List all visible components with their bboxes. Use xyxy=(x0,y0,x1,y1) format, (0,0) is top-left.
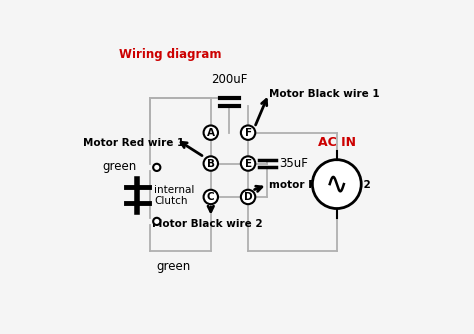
Circle shape xyxy=(203,190,218,204)
Text: AC IN: AC IN xyxy=(318,137,356,149)
Text: motor Red wire 2: motor Red wire 2 xyxy=(269,180,370,190)
Circle shape xyxy=(241,126,255,140)
Text: A: A xyxy=(207,128,215,138)
Circle shape xyxy=(312,160,361,208)
Text: F: F xyxy=(245,128,252,138)
Text: 35uF: 35uF xyxy=(279,157,308,170)
Text: Motor Red wire 1: Motor Red wire 1 xyxy=(82,138,184,148)
Text: Wiring diagram: Wiring diagram xyxy=(119,48,222,61)
Text: E: E xyxy=(245,159,252,169)
Text: Motor Black wire 2: Motor Black wire 2 xyxy=(152,219,262,229)
Text: green: green xyxy=(156,260,191,273)
Circle shape xyxy=(153,218,160,225)
Text: D: D xyxy=(244,192,252,202)
Circle shape xyxy=(203,156,218,171)
Circle shape xyxy=(241,156,255,171)
Text: C: C xyxy=(207,192,215,202)
Circle shape xyxy=(241,190,255,204)
Text: internal
Clutch: internal Clutch xyxy=(154,185,194,206)
Circle shape xyxy=(203,126,218,140)
Text: Motor Black wire 1: Motor Black wire 1 xyxy=(269,89,379,99)
Text: 200uF: 200uF xyxy=(211,73,247,87)
Text: B: B xyxy=(207,159,215,169)
Text: green: green xyxy=(102,160,136,173)
Circle shape xyxy=(153,164,160,171)
